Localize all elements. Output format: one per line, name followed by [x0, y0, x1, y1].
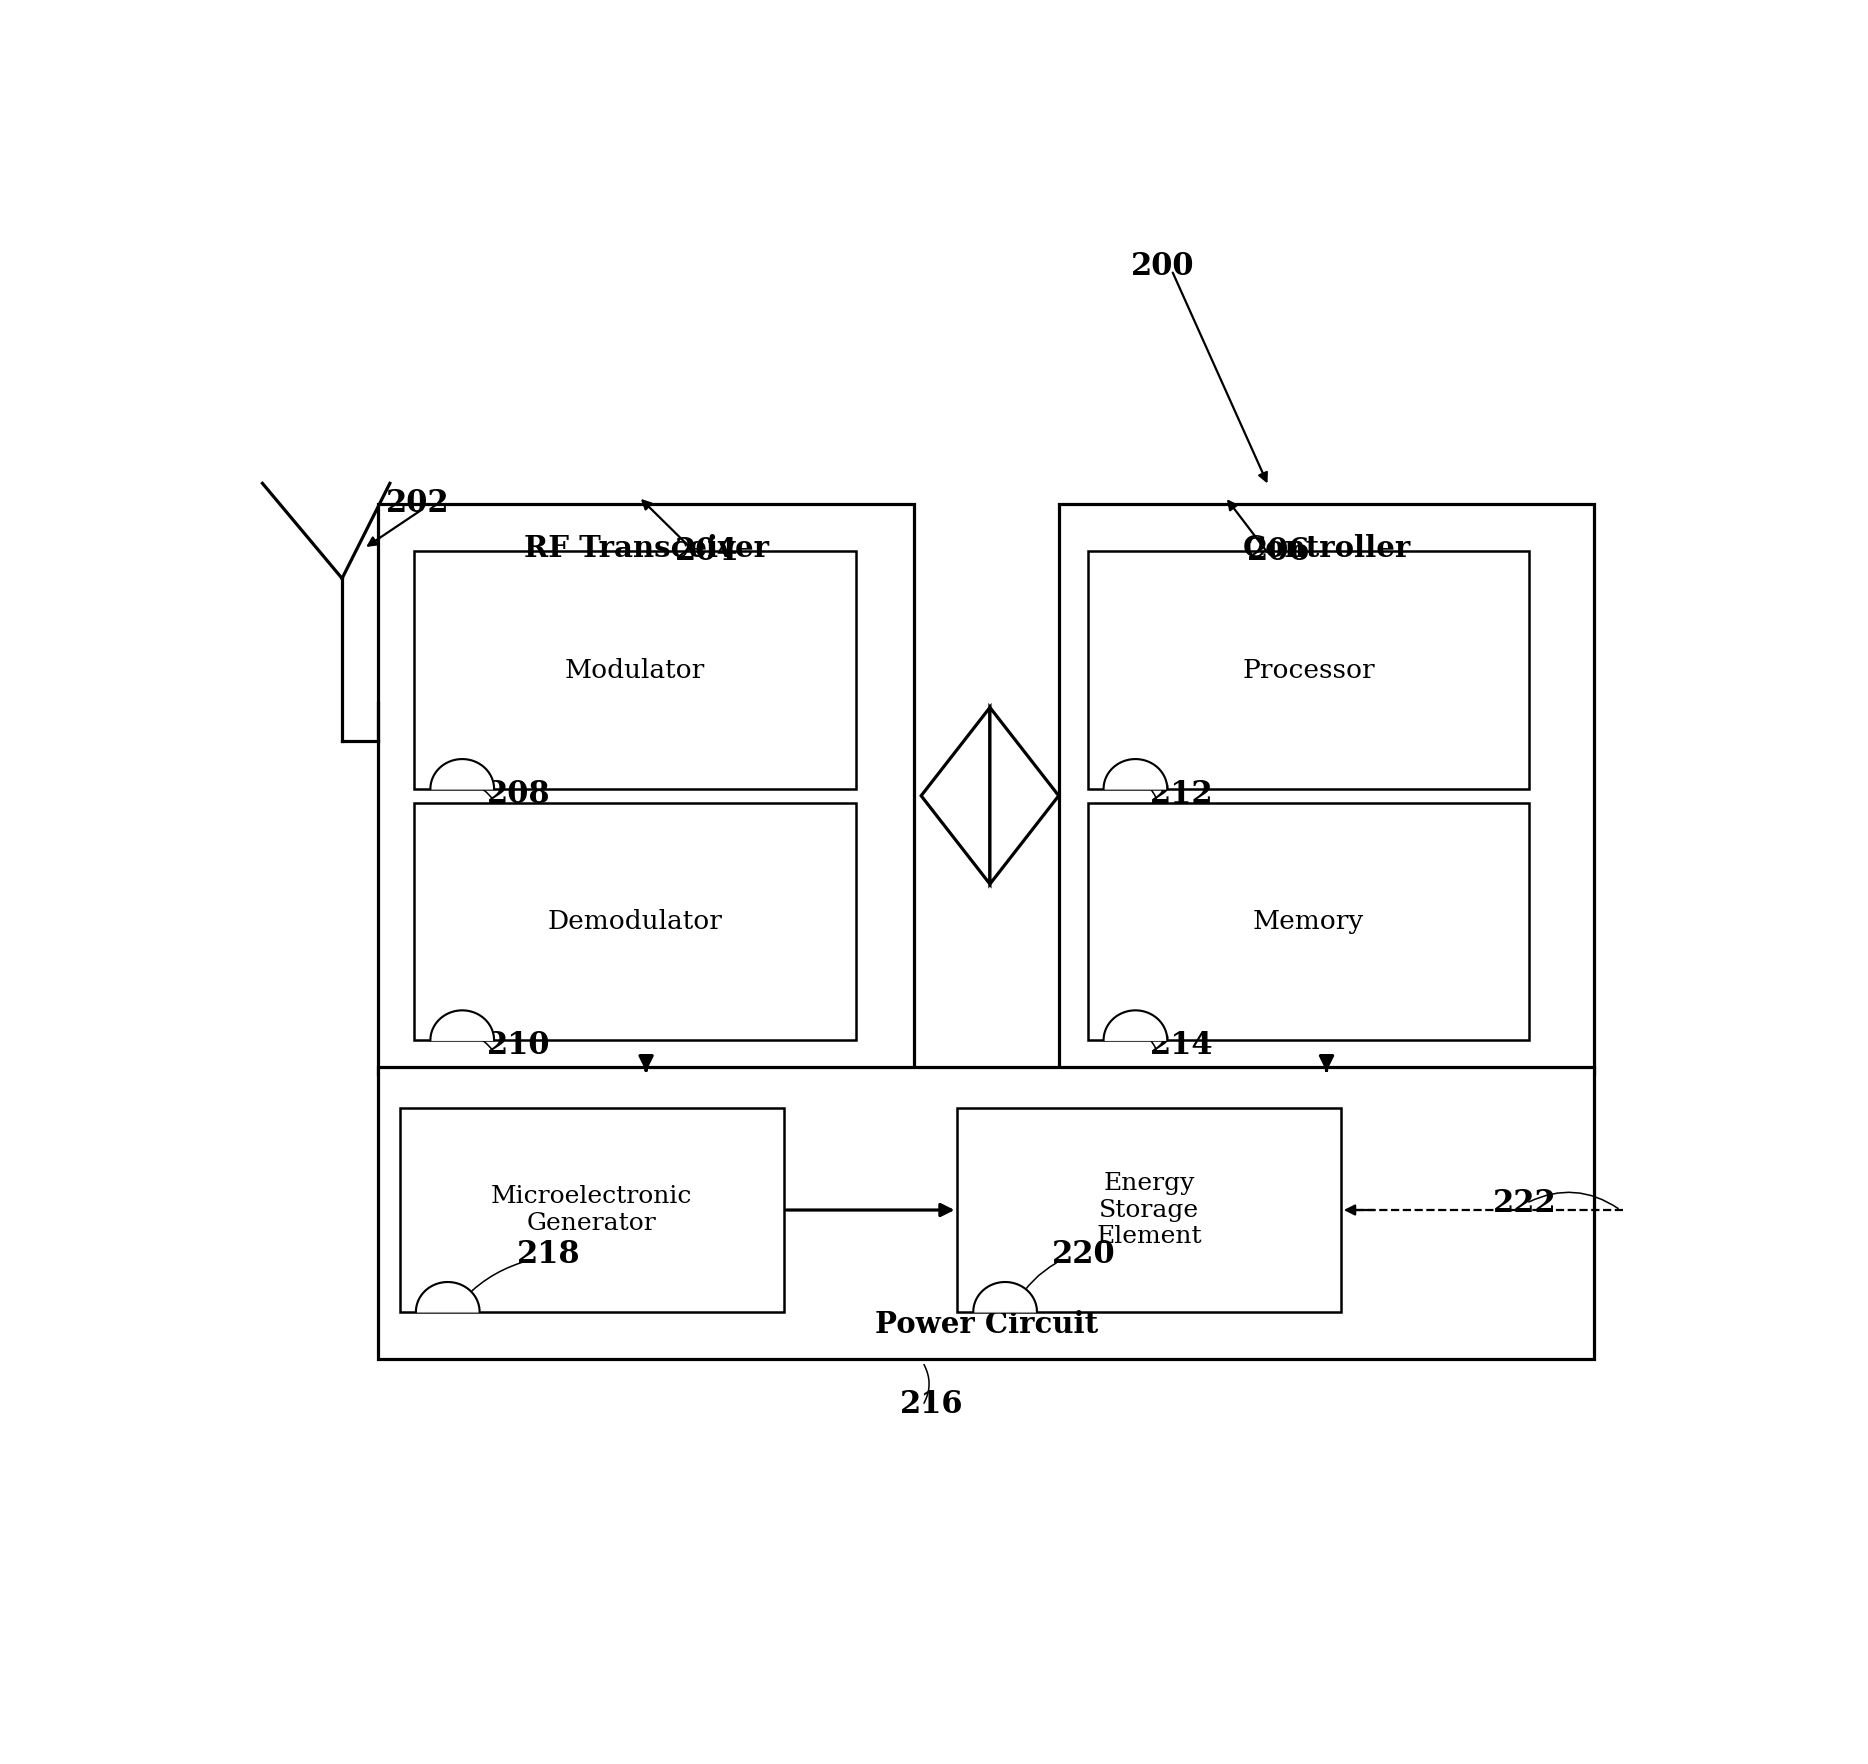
Bar — [1059, 505, 1593, 1074]
Bar — [958, 1108, 1341, 1312]
Polygon shape — [430, 759, 493, 789]
Text: Processor: Processor — [1242, 658, 1375, 683]
Text: 212: 212 — [1151, 780, 1214, 810]
Text: Controller: Controller — [1242, 533, 1410, 563]
Bar — [415, 550, 856, 789]
Polygon shape — [990, 707, 1059, 884]
Text: Memory: Memory — [1253, 908, 1364, 933]
Polygon shape — [921, 707, 990, 884]
Polygon shape — [1104, 1011, 1168, 1041]
Bar — [1087, 803, 1530, 1041]
Bar — [415, 803, 856, 1041]
Text: 220: 220 — [1052, 1240, 1115, 1270]
Polygon shape — [430, 1011, 493, 1041]
Bar — [377, 1067, 1595, 1360]
Bar — [1087, 550, 1530, 789]
Polygon shape — [417, 1282, 480, 1312]
Bar — [400, 1108, 785, 1312]
Text: 200: 200 — [1132, 250, 1194, 282]
Text: Modulator: Modulator — [566, 658, 706, 683]
Text: 218: 218 — [517, 1240, 581, 1270]
Text: 214: 214 — [1151, 1030, 1214, 1062]
Text: 202: 202 — [385, 489, 448, 519]
Text: Microelectronic
Generator: Microelectronic Generator — [491, 1185, 693, 1235]
Text: 206: 206 — [1248, 536, 1309, 566]
Text: Power Circuit: Power Circuit — [874, 1311, 1098, 1339]
Text: Energy
Storage
Element: Energy Storage Element — [1097, 1171, 1201, 1249]
Text: Demodulator: Demodulator — [547, 908, 723, 933]
Polygon shape — [1104, 759, 1168, 789]
Text: 204: 204 — [674, 536, 738, 566]
Text: 210: 210 — [488, 1030, 551, 1062]
Text: 216: 216 — [900, 1388, 962, 1420]
Text: 208: 208 — [488, 780, 551, 810]
Bar — [377, 505, 913, 1074]
Text: RF Transceiver: RF Transceiver — [523, 533, 768, 563]
Text: 222: 222 — [1493, 1187, 1556, 1219]
Polygon shape — [973, 1282, 1037, 1312]
